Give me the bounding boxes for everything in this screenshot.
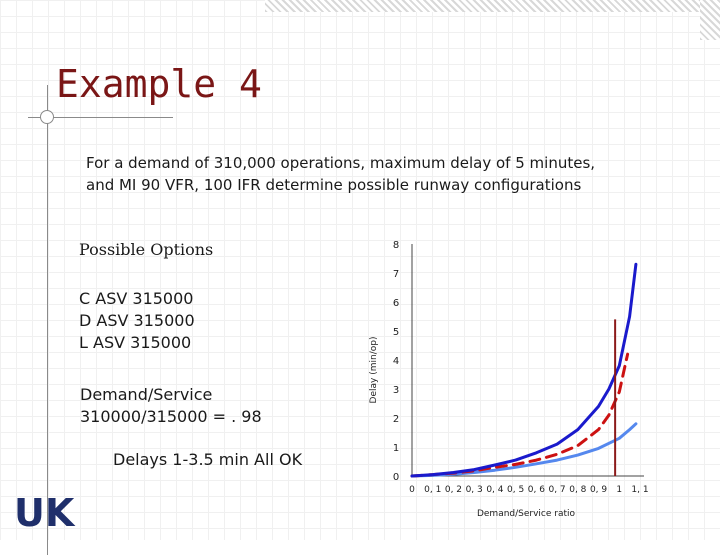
y-tick-label: 5	[393, 327, 399, 338]
ratio-label: Demand/Service	[80, 385, 213, 404]
x-tick-label: 0	[409, 485, 415, 495]
x-tick-label: 1	[616, 485, 622, 495]
y-tick-label: 8	[393, 240, 399, 251]
uk-logo: UK	[14, 491, 76, 534]
x-tick-label: 0, 6	[528, 485, 545, 495]
slide-grid-background	[0, 0, 720, 540]
x-tick-label: 0, 8	[569, 485, 586, 495]
slide-title: Example 4	[56, 62, 262, 106]
option-item: L ASV 315000	[79, 333, 192, 352]
x-tick-label: 0, 1	[424, 485, 441, 495]
question-line-2: and MI 90 VFR, 100 IFR determine possibl…	[86, 176, 582, 194]
question-text: For a demand of 310,000 operations, maxi…	[86, 152, 666, 196]
y-tick-label: 4	[393, 356, 399, 367]
y-axis-label: Delay (min/op)	[369, 337, 379, 404]
x-tick-label: 0, 4	[486, 485, 503, 495]
option-item: D ASV 315000	[79, 311, 195, 330]
x-tick-label: 0, 3	[466, 485, 483, 495]
rule-crosshair-icon	[40, 110, 54, 124]
x-tick-label: 0, 5	[507, 485, 524, 495]
x-axis-label: Demand/Service ratio	[477, 509, 576, 519]
horizontal-rule	[28, 117, 173, 118]
y-tick-label: 0	[393, 472, 399, 483]
option-item: C ASV 315000	[79, 289, 194, 308]
options-list: C ASV 315000 D ASV 315000 L ASV 315000	[79, 288, 195, 354]
series-line-dark-blue	[410, 262, 638, 478]
delays-conclusion: Delays 1-3.5 min All OK	[113, 450, 303, 469]
series-line-light-blue	[410, 422, 638, 478]
y-tick-label: 7	[393, 269, 399, 280]
x-tick-label: 1, 1	[631, 485, 648, 495]
top-hatch-decoration	[265, 0, 720, 12]
x-tick-label: 0, 9	[590, 485, 607, 495]
options-heading: Possible Options	[79, 240, 214, 259]
y-tick-label: 1	[393, 443, 399, 454]
right-hatch-decoration	[700, 0, 720, 40]
uk-logo-text: UK	[14, 491, 76, 534]
delay-chart: 0 1 2 3 4 5 6 7 8 0 0, 1 0, 2 0, 3 0, 4 0, 5 0, 6 0, 7 0,…	[369, 240, 649, 519]
vertical-rule	[47, 85, 48, 555]
y-tick-label: 3	[393, 385, 399, 396]
ratio-value: 310000/315000 = . 98	[80, 407, 262, 426]
y-tick-label: 2	[393, 414, 399, 425]
x-tick-label: 0, 2	[445, 485, 462, 495]
ratio-block: Demand/Service 310000/315000 = . 98	[80, 384, 262, 428]
x-tick-label: 0, 7	[548, 485, 565, 495]
y-tick-label: 6	[393, 298, 399, 309]
question-line-1: For a demand of 310,000 operations, maxi…	[86, 154, 596, 172]
